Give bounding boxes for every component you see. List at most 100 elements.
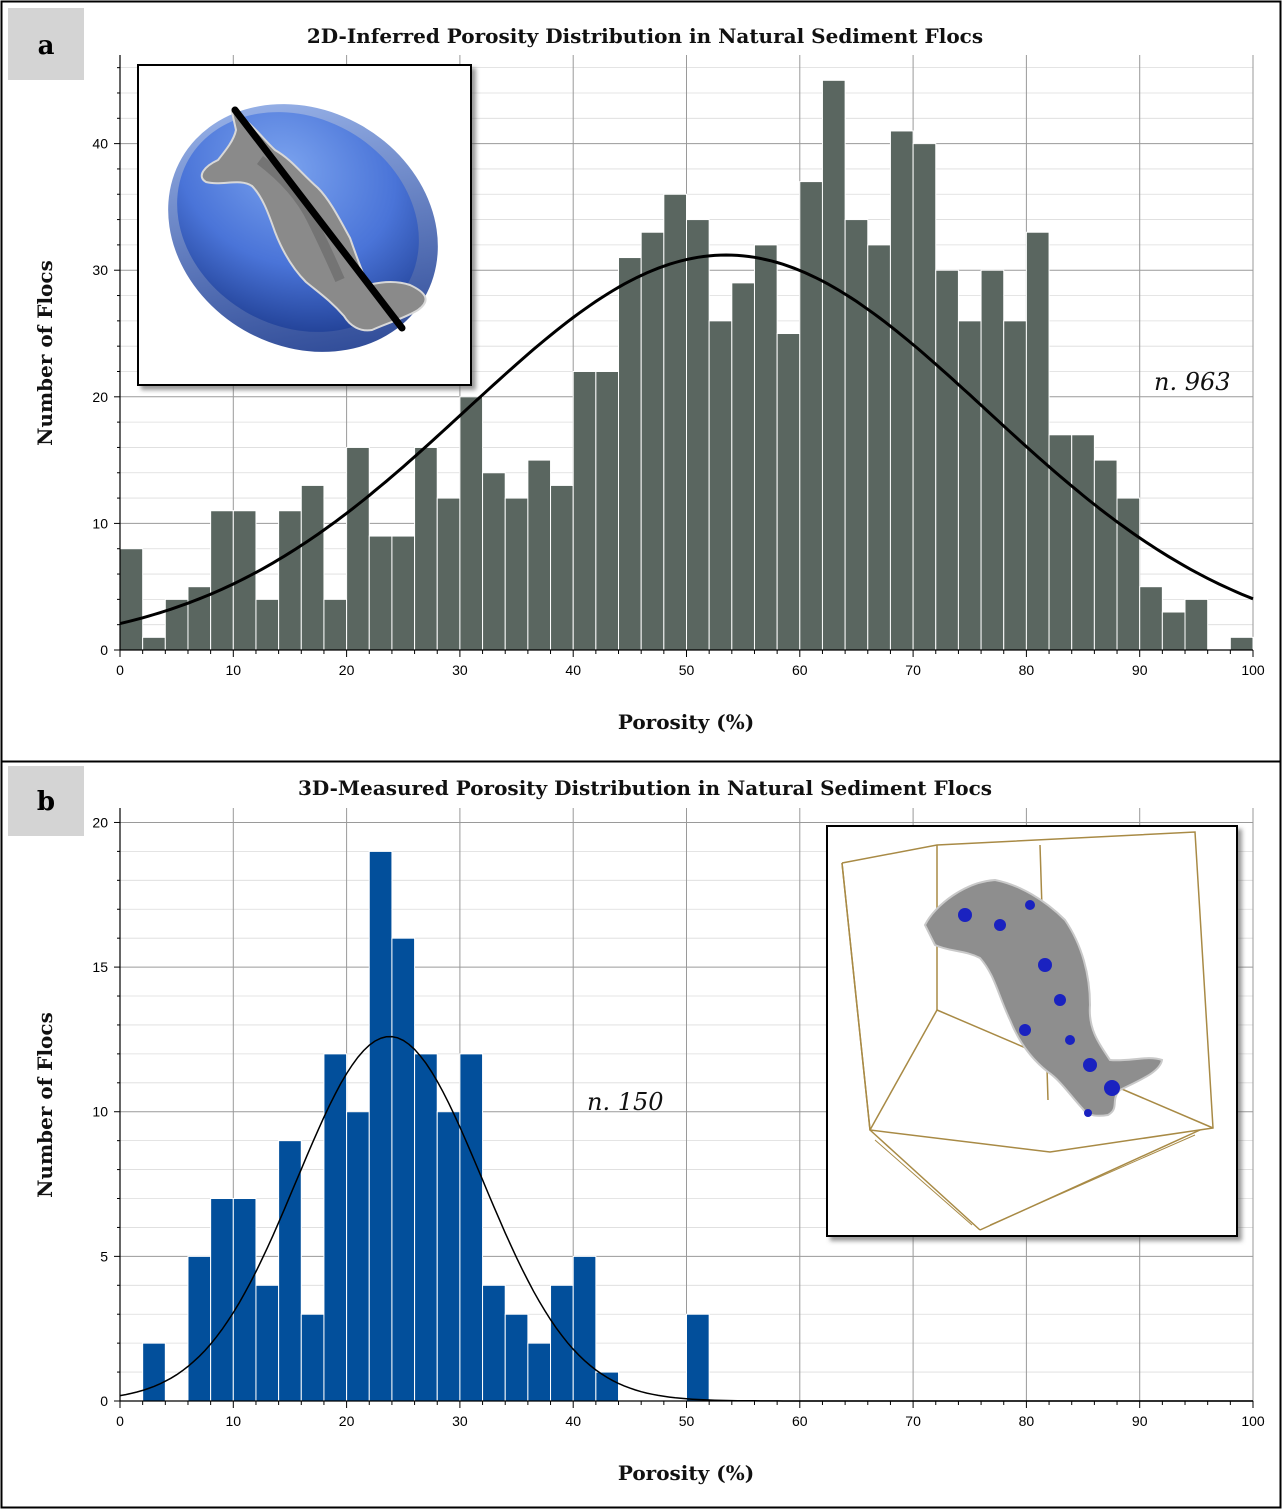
chart-a-y-tick-label: 30 bbox=[92, 262, 108, 278]
chart-a-bar bbox=[504, 497, 529, 651]
chart-b-bar bbox=[278, 1140, 302, 1402]
chart-a-bar bbox=[776, 333, 801, 651]
chart-a-bar bbox=[255, 598, 280, 651]
chart-a-bar bbox=[1139, 586, 1163, 651]
chart-a-x-tick-label: 80 bbox=[1019, 662, 1035, 678]
chart-b-bar bbox=[686, 1313, 710, 1402]
chart-a-bar bbox=[300, 484, 325, 651]
chart-a-bar bbox=[572, 370, 597, 651]
chart-a-y-axis-title: Number of Flocs bbox=[33, 260, 57, 446]
chart-a-bar bbox=[346, 446, 370, 651]
chart-a-bar bbox=[686, 219, 710, 651]
chart-b-bar bbox=[550, 1284, 574, 1402]
chart-b-x-tick-label: 50 bbox=[679, 1413, 695, 1429]
chart-b-x-tick-label: 30 bbox=[452, 1413, 468, 1429]
inset-b-3d-floc-image bbox=[826, 825, 1238, 1237]
chart-a-bar bbox=[1071, 434, 1095, 651]
chart-b-x-tick-label: 40 bbox=[565, 1413, 581, 1429]
chart-a-x-tick-label: 30 bbox=[452, 662, 468, 678]
chart-b-bar bbox=[436, 1111, 461, 1402]
chart-b-x-tick-label: 60 bbox=[792, 1413, 808, 1429]
chart-a-bar bbox=[391, 535, 416, 651]
chart-b-bar bbox=[482, 1284, 506, 1402]
chart-a-bar bbox=[731, 282, 755, 651]
chart-b-x-axis-title: Porosity (%) bbox=[618, 1461, 754, 1485]
chart-a-bar bbox=[482, 472, 506, 651]
chart-a-bar bbox=[889, 130, 914, 651]
chart-b-bar bbox=[391, 937, 416, 1402]
chart-a-x-axis-title: Porosity (%) bbox=[618, 710, 754, 734]
chart-b-title: 3D-Measured Porosity Distribution in Nat… bbox=[298, 776, 992, 800]
chart-a-x-tick-label: 40 bbox=[565, 662, 581, 678]
chart-a-bar bbox=[436, 497, 461, 651]
chart-b-bar bbox=[572, 1255, 597, 1402]
chart-a-bar bbox=[618, 257, 642, 651]
chart-a-bar bbox=[821, 79, 846, 651]
chart-b-x-tick-label: 80 bbox=[1019, 1413, 1035, 1429]
chart-a-x-tick-label: 0 bbox=[116, 662, 124, 678]
chart-b-bar bbox=[527, 1342, 552, 1402]
chart-a-bar bbox=[550, 484, 574, 651]
chart-a-bar bbox=[1184, 598, 1209, 651]
chart-b-y-tick-label: 15 bbox=[92, 959, 108, 975]
chart-b-bar bbox=[187, 1255, 212, 1402]
chart-a-bar bbox=[912, 143, 937, 651]
panel-a-label-box bbox=[8, 8, 84, 80]
chart-b-bar bbox=[323, 1053, 348, 1402]
chart-a-bar bbox=[1048, 434, 1073, 651]
chart-a-bar bbox=[414, 446, 438, 651]
chart-a-bar bbox=[323, 598, 348, 651]
panel-b-frame bbox=[0, 760, 1282, 1509]
chart-b-x-tick-label: 90 bbox=[1132, 1413, 1148, 1429]
chart-a-y-tick-label: 40 bbox=[92, 136, 108, 152]
chart-a-bar bbox=[368, 535, 393, 651]
chart-a-bar bbox=[142, 636, 166, 651]
chart-b-sample-size: n. 150 bbox=[587, 1088, 664, 1116]
chart-a-x-tick-label: 60 bbox=[792, 662, 808, 678]
chart-a-x-tick-label: 90 bbox=[1132, 662, 1148, 678]
chart-b-y-tick-label: 0 bbox=[100, 1393, 108, 1409]
chart-a-bar bbox=[1003, 320, 1027, 651]
chart-a-bar bbox=[1116, 497, 1141, 651]
panel-b-label: b bbox=[37, 787, 55, 817]
chart-b-y-tick-label: 5 bbox=[100, 1248, 108, 1264]
chart-a-bar bbox=[595, 370, 620, 651]
chart-b-x-tick-label: 100 bbox=[1241, 1413, 1265, 1429]
chart-b-bar bbox=[210, 1198, 234, 1402]
chart-a-bar bbox=[1229, 636, 1254, 651]
inset-a-floc-disk-image bbox=[137, 64, 472, 386]
chart-a-bar bbox=[1093, 459, 1118, 651]
chart-b-bar bbox=[300, 1313, 325, 1402]
chart-a-bar bbox=[844, 219, 869, 651]
chart-a-normal-fit-curve bbox=[119, 253, 1254, 626]
chart-a-x-tick-label: 70 bbox=[905, 662, 921, 678]
chart-a-bar bbox=[232, 510, 257, 651]
chart-a-bar bbox=[708, 320, 733, 651]
chart-b-bar bbox=[414, 1053, 438, 1402]
panel-a-label: a bbox=[38, 31, 55, 61]
chart-b-x-tick-label: 10 bbox=[226, 1413, 242, 1429]
chart-a-sample-size: n. 963 bbox=[1154, 368, 1231, 396]
chart-a-bar bbox=[935, 269, 959, 651]
chart-a-bar bbox=[278, 510, 302, 651]
chart-a-bar bbox=[527, 459, 552, 651]
chart-a-y-tick-label: 0 bbox=[100, 642, 108, 658]
chart-b-x-tick-label: 70 bbox=[905, 1413, 921, 1429]
chart-b-bar bbox=[142, 1342, 166, 1402]
chart-b-y-tick-label: 20 bbox=[92, 814, 108, 830]
chart-a-bar bbox=[119, 548, 144, 651]
chart-a-y-tick-label: 20 bbox=[92, 389, 108, 405]
chart-b-bar bbox=[368, 850, 393, 1402]
chart-b-bar bbox=[232, 1198, 257, 1402]
chart-a-bar bbox=[1161, 611, 1186, 651]
chart-a-bar bbox=[799, 181, 823, 651]
chart-a-title: 2D-Inferred Porosity Distribution in Nat… bbox=[307, 24, 983, 48]
chart-a-x-tick-label: 10 bbox=[226, 662, 242, 678]
chart-b-bar bbox=[504, 1313, 529, 1402]
chart-b-bar bbox=[255, 1284, 280, 1402]
chart-a-bar bbox=[640, 231, 665, 651]
chart-a-bar bbox=[753, 244, 778, 651]
chart-a-x-tick-label: 20 bbox=[339, 662, 355, 678]
